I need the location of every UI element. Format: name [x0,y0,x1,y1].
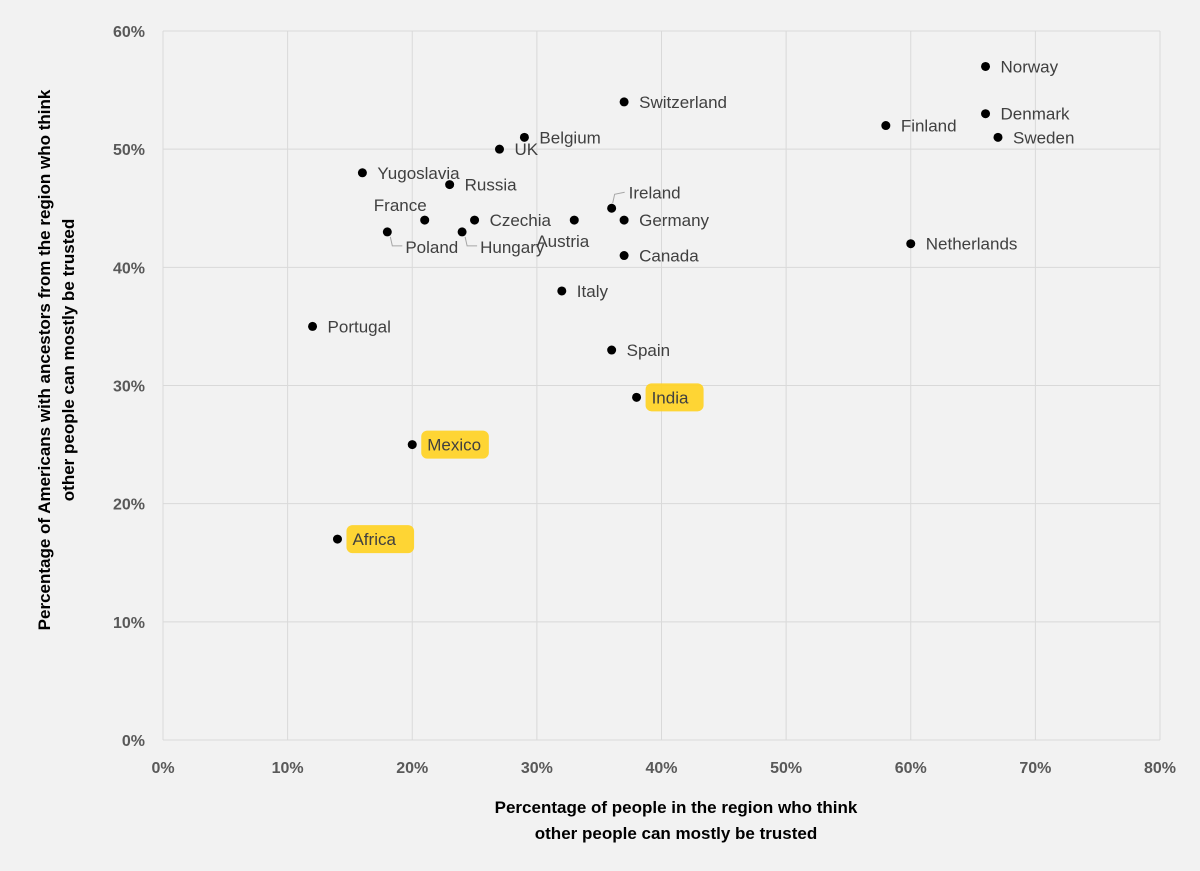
point-label-sweden: Sweden [1013,128,1074,147]
point-label-india: India [652,388,689,407]
x-axis-title-line-2: other people can mostly be trusted [535,824,817,843]
point-india [632,392,642,402]
point-label-belgium: Belgium [539,128,600,147]
point-label-netherlands: Netherlands [926,235,1018,254]
point-sweden [993,132,1003,142]
point-label-italy: Italy [577,282,609,301]
point-ireland [607,203,617,213]
y-tick-label: 10% [113,615,145,632]
point-italy [557,286,567,296]
x-tick-label: 20% [396,760,428,777]
point-canada [619,251,629,261]
point-poland [382,227,392,237]
highlight-layer [346,383,704,554]
x-tick-label: 60% [895,760,927,777]
point-africa [332,534,342,544]
y-tick-label: 40% [113,260,145,277]
y-tick-label: 50% [113,142,145,159]
point-label-hungary: Hungary [480,238,545,257]
x-tick-label: 10% [272,760,304,777]
x-tick-label: 80% [1144,760,1176,777]
point-belgium [519,132,529,142]
x-tick-label: 70% [1019,760,1051,777]
data-points [308,61,1003,544]
point-netherlands [906,239,916,249]
y-tick-label: 30% [113,379,145,396]
y-axis-title-line-1: Percentage of Americans with ancestors f… [35,89,54,630]
point-russia [445,180,455,190]
point-label-canada: Canada [639,247,699,266]
point-label-denmark: Denmark [1001,105,1070,124]
leader-line-hungary [464,236,478,247]
leader-lines [389,191,625,247]
point-label-spain: Spain [627,341,670,360]
highlight-india [645,383,704,412]
x-axis-title-line-1: Percentage of people in the region who t… [495,798,858,817]
point-label-africa: Africa [352,530,396,549]
leader-line-ireland [612,191,625,204]
point-germany [619,215,629,225]
point-label-yugoslavia: Yugoslavia [377,164,460,183]
point-label-france: France [374,196,427,215]
point-uk [494,144,504,154]
point-labels: Norway Denmark Sweden Finland Netherlands Swi… [328,57,1075,549]
point-denmark [981,109,991,119]
highlight-mexico [421,430,489,459]
x-tick-label: 30% [521,760,553,777]
point-label-norway: Norway [1001,57,1059,76]
y-tick-label: 60% [113,24,145,41]
point-portugal [308,321,318,331]
point-label-poland: Poland [405,238,458,257]
point-mexico [407,440,417,450]
point-label-russia: Russia [465,176,518,195]
y-axis-title-line-2: other people can mostly be trusted [59,219,78,501]
point-label-germany: Germany [639,211,709,230]
point-label-uk: UK [514,140,538,159]
point-label-austria: Austria [536,232,589,251]
point-label-switzerland: Switzerland [639,93,727,112]
point-hungary [457,227,467,237]
y-tick-label: 0% [122,733,145,750]
point-label-portugal: Portugal [328,317,391,336]
tick-labels: 0% 10% 20% 30% 40% 50% 60% 70% 80% 0% 10% 20% 30% 40%… [113,24,1176,777]
x-tick-label: 40% [645,760,677,777]
point-label-czechia: Czechia [490,211,552,230]
y-tick-label: 20% [113,497,145,514]
point-france [420,215,430,225]
point-label-finland: Finland [901,117,957,136]
point-spain [607,345,617,355]
point-label-mexico: Mexico [427,436,481,455]
leader-line-poland [389,236,403,247]
point-norway [981,61,991,71]
point-label-ireland: Ireland [629,183,681,202]
x-tick-label: 50% [770,760,802,777]
point-switzerland [619,97,629,107]
x-tick-label: 0% [151,760,174,777]
highlight-africa [346,525,415,554]
point-finland [881,121,891,131]
point-austria [569,215,579,225]
point-yugoslavia [357,168,367,178]
point-czechia [470,215,480,225]
